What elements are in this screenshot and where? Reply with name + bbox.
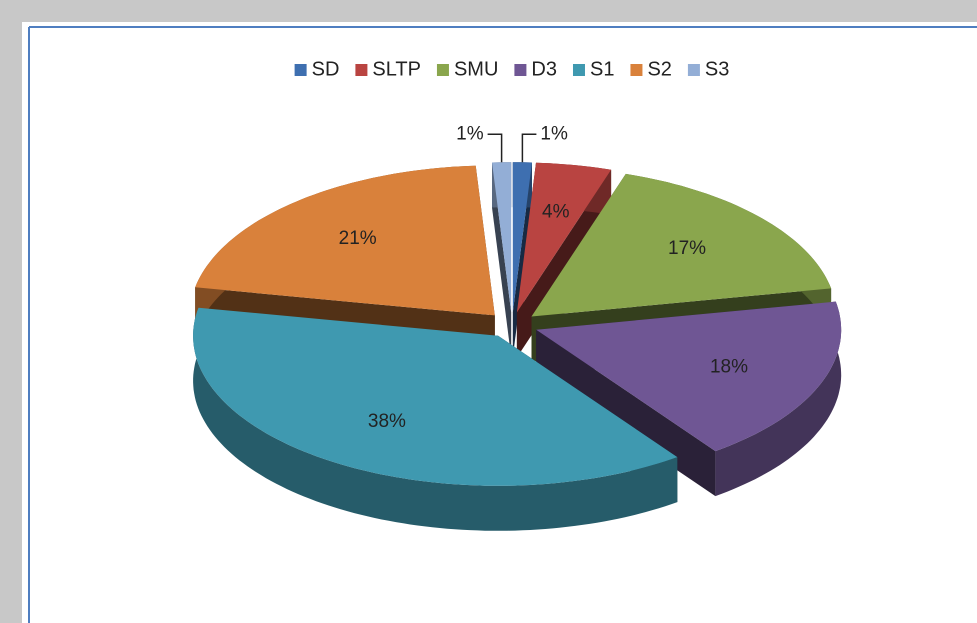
data-label: 4% (542, 201, 570, 222)
slice-wall (492, 162, 512, 358)
legend-swatch (630, 64, 643, 76)
legend: SD SLTP SMU D3 S1 S2 S3 (294, 58, 729, 80)
data-label: 21% (339, 228, 377, 249)
leader-line (487, 133, 503, 163)
data-label: 38% (368, 411, 406, 432)
legend-label: SD (312, 58, 340, 80)
legend-swatch (294, 64, 307, 76)
slice (536, 301, 842, 452)
slice (195, 165, 495, 316)
slice (516, 162, 612, 313)
legend-label: S2 (647, 58, 671, 80)
legend-swatch (514, 64, 527, 76)
slice-rim (193, 307, 678, 531)
slice (531, 173, 832, 317)
data-label: 18% (710, 356, 748, 377)
legend-label: SLTP (372, 58, 421, 80)
leader-line (521, 133, 537, 163)
legend-label: S1 (590, 58, 614, 80)
legend-swatch (436, 64, 449, 76)
data-label: 17% (668, 238, 706, 259)
data-label: 1% (456, 123, 484, 144)
slice (492, 162, 512, 313)
slice-rim (715, 301, 842, 497)
legend-swatch (355, 64, 368, 76)
legend-label: SMU (454, 58, 498, 80)
legend-label: D3 (531, 58, 557, 80)
legend-swatch (572, 64, 585, 76)
legend-label: S3 (705, 58, 729, 80)
data-label: 1% (540, 123, 568, 144)
slice (193, 307, 678, 486)
slice (512, 162, 532, 313)
pie: 1% 4% 17% 18% 38% 21% 1% (193, 123, 842, 531)
legend-swatch (687, 64, 700, 76)
